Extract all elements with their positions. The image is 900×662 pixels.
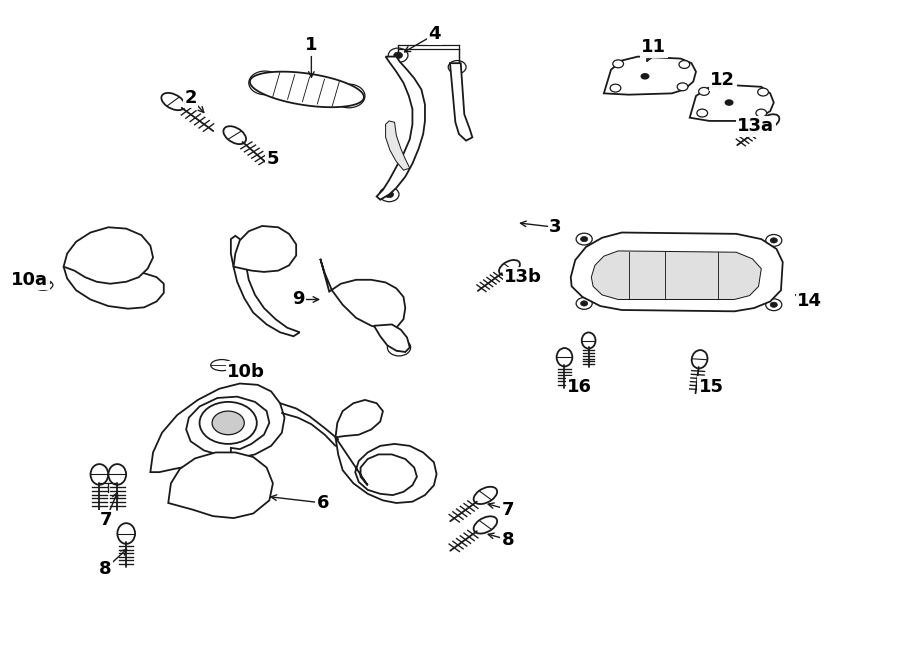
Ellipse shape bbox=[223, 126, 246, 144]
Text: 13a: 13a bbox=[737, 117, 774, 135]
Circle shape bbox=[580, 236, 588, 242]
Circle shape bbox=[641, 73, 650, 79]
Circle shape bbox=[258, 243, 274, 255]
Polygon shape bbox=[571, 232, 783, 311]
Circle shape bbox=[250, 237, 283, 261]
Polygon shape bbox=[450, 63, 472, 140]
Ellipse shape bbox=[556, 348, 572, 367]
Circle shape bbox=[770, 302, 778, 307]
Text: 1: 1 bbox=[305, 36, 318, 54]
Text: 8: 8 bbox=[502, 531, 515, 549]
Circle shape bbox=[200, 402, 256, 444]
Text: 14: 14 bbox=[797, 293, 822, 310]
Circle shape bbox=[385, 191, 393, 198]
Circle shape bbox=[758, 88, 769, 96]
Text: 8: 8 bbox=[99, 559, 112, 578]
Polygon shape bbox=[385, 121, 410, 170]
Circle shape bbox=[724, 99, 733, 106]
Polygon shape bbox=[591, 251, 761, 299]
Ellipse shape bbox=[117, 523, 135, 544]
Polygon shape bbox=[150, 383, 284, 472]
Circle shape bbox=[677, 83, 688, 91]
Ellipse shape bbox=[161, 93, 184, 110]
Circle shape bbox=[634, 68, 656, 84]
Circle shape bbox=[719, 95, 739, 110]
Circle shape bbox=[453, 64, 461, 70]
Text: 6: 6 bbox=[317, 494, 329, 512]
Text: 12: 12 bbox=[710, 71, 735, 89]
Text: 9: 9 bbox=[292, 291, 304, 308]
Text: 15: 15 bbox=[698, 378, 724, 396]
Circle shape bbox=[363, 293, 394, 316]
Ellipse shape bbox=[108, 464, 126, 485]
Polygon shape bbox=[168, 452, 273, 518]
Ellipse shape bbox=[473, 516, 497, 534]
Circle shape bbox=[679, 60, 689, 68]
Polygon shape bbox=[320, 259, 405, 330]
Ellipse shape bbox=[759, 115, 779, 130]
Text: 10a: 10a bbox=[11, 271, 48, 289]
Text: 7: 7 bbox=[502, 500, 515, 518]
Text: 4: 4 bbox=[428, 25, 441, 43]
Text: 13b: 13b bbox=[504, 268, 543, 286]
Polygon shape bbox=[233, 226, 296, 272]
Ellipse shape bbox=[473, 487, 497, 504]
Circle shape bbox=[393, 52, 402, 58]
Ellipse shape bbox=[211, 359, 233, 371]
Circle shape bbox=[256, 77, 273, 89]
Text: 10b: 10b bbox=[227, 363, 265, 381]
Ellipse shape bbox=[499, 260, 520, 275]
Polygon shape bbox=[64, 227, 153, 284]
Polygon shape bbox=[377, 57, 425, 200]
Circle shape bbox=[393, 344, 404, 352]
Ellipse shape bbox=[692, 350, 707, 369]
Ellipse shape bbox=[33, 280, 53, 291]
Text: 11: 11 bbox=[642, 38, 666, 56]
Polygon shape bbox=[231, 236, 300, 336]
Polygon shape bbox=[604, 57, 696, 95]
Circle shape bbox=[212, 411, 244, 435]
Text: 5: 5 bbox=[266, 150, 279, 168]
Polygon shape bbox=[64, 267, 164, 308]
Circle shape bbox=[333, 84, 365, 108]
Ellipse shape bbox=[581, 332, 596, 349]
Polygon shape bbox=[374, 324, 410, 352]
Circle shape bbox=[697, 109, 707, 117]
Polygon shape bbox=[689, 85, 774, 121]
Text: 2: 2 bbox=[184, 89, 197, 107]
Circle shape bbox=[248, 71, 281, 95]
Circle shape bbox=[378, 467, 400, 483]
Circle shape bbox=[613, 60, 624, 68]
Polygon shape bbox=[336, 438, 436, 503]
Circle shape bbox=[770, 238, 778, 243]
Ellipse shape bbox=[91, 464, 108, 485]
Circle shape bbox=[387, 339, 410, 356]
Circle shape bbox=[580, 301, 588, 306]
Text: 3: 3 bbox=[549, 218, 562, 236]
Circle shape bbox=[698, 87, 709, 95]
Circle shape bbox=[756, 109, 767, 117]
Polygon shape bbox=[250, 71, 364, 107]
Circle shape bbox=[115, 250, 131, 262]
Circle shape bbox=[710, 89, 748, 117]
Circle shape bbox=[367, 459, 411, 492]
Circle shape bbox=[371, 299, 386, 310]
Circle shape bbox=[208, 475, 236, 496]
Polygon shape bbox=[336, 400, 382, 438]
Circle shape bbox=[626, 62, 665, 91]
Circle shape bbox=[195, 465, 248, 505]
Circle shape bbox=[610, 84, 621, 92]
Circle shape bbox=[107, 244, 140, 268]
Circle shape bbox=[341, 90, 357, 102]
Text: 7: 7 bbox=[99, 511, 112, 529]
Text: 16: 16 bbox=[567, 378, 592, 396]
